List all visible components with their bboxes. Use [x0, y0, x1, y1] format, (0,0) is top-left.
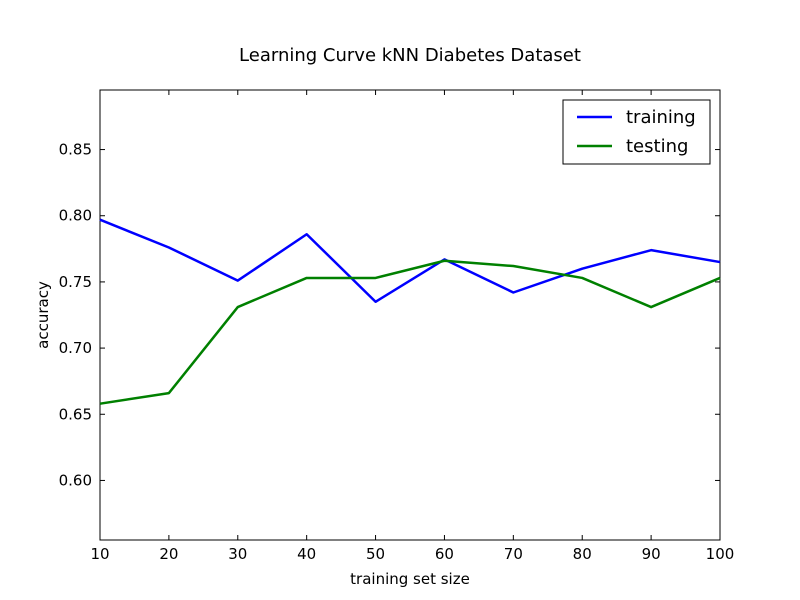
y-tick-label: 0.85 — [59, 141, 92, 159]
legend-label-testing: testing — [626, 136, 688, 157]
x-tick-label: 80 — [573, 545, 592, 563]
x-tick-label: 20 — [159, 545, 178, 563]
y-tick-label: 0.75 — [59, 273, 92, 291]
y-tick-label: 0.65 — [59, 405, 92, 423]
y-tick-label: 0.60 — [59, 471, 92, 489]
x-tick-label: 90 — [642, 545, 661, 563]
series-layer — [99, 218, 721, 405]
y-tick-label: 0.80 — [59, 207, 92, 225]
y-tick-label: 0.70 — [59, 339, 92, 357]
x-tick-label: 40 — [297, 545, 316, 563]
series-line-training — [99, 218, 721, 304]
x-tick-label: 30 — [228, 545, 247, 563]
y-axis-label: accuracy — [34, 281, 52, 349]
legend: training testing — [562, 99, 711, 165]
legend-label-training: training — [626, 107, 696, 128]
tick-layer: 10 20 30 40 50 60 70 80 90 100 0.60 0.65 0.70 0.75 0.8… — [59, 90, 735, 563]
plot-area: 10 20 30 40 50 60 70 80 90 100 0.60 0.65 0.70 0.75 0.8… — [59, 89, 735, 563]
plot-frame — [99, 89, 721, 541]
chart-title: Learning Curve kNN Diabetes Dataset — [239, 45, 581, 66]
x-tick-label: 100 — [706, 545, 735, 563]
legend-frame — [562, 99, 711, 165]
x-tick-label: 10 — [90, 545, 109, 563]
x-tick-label: 60 — [435, 545, 454, 563]
x-axis-label: training set size — [350, 570, 470, 588]
x-tick-label: 70 — [504, 545, 523, 563]
x-tick-label: 50 — [366, 545, 385, 563]
series-line-testing — [99, 259, 721, 405]
